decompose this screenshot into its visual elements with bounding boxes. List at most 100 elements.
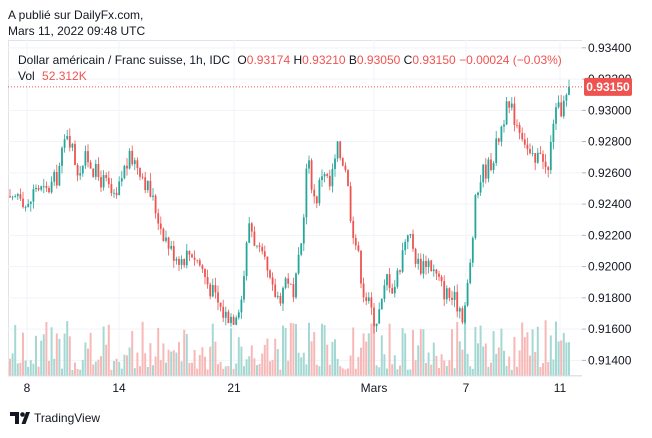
volume-bar — [139, 366, 141, 376]
candle-body — [547, 167, 550, 171]
volume-bar — [349, 355, 352, 376]
volume-bar — [526, 332, 529, 376]
volume-bar — [32, 363, 35, 376]
volume-bar — [461, 349, 464, 376]
candle-body — [105, 175, 108, 178]
candle-body — [128, 150, 131, 169]
candle-body — [219, 302, 222, 307]
volume-bar — [297, 352, 300, 376]
volume-bar — [292, 323, 295, 376]
candle-body — [146, 180, 149, 191]
candle-body — [222, 306, 225, 318]
candle-body — [258, 245, 261, 247]
candle-body — [448, 288, 451, 298]
candle-body — [269, 270, 271, 278]
candle-body — [393, 286, 396, 294]
tradingview-logo[interactable]: TradingView — [10, 411, 100, 425]
high-value: 0.93210 — [302, 53, 346, 67]
volume-bar — [206, 369, 209, 376]
volume-bar — [539, 367, 542, 376]
candle-body — [417, 258, 420, 264]
volume-bar — [414, 360, 417, 376]
candle-body — [100, 177, 102, 188]
candle-body — [29, 201, 32, 204]
candle-body — [118, 181, 121, 196]
volume-bar — [144, 353, 147, 376]
volume-bar — [53, 358, 56, 376]
candle-body — [474, 195, 477, 238]
candle-body — [263, 251, 266, 257]
volume-bar — [404, 333, 407, 376]
volume-bar — [474, 326, 477, 376]
volume-bar — [328, 364, 331, 376]
candle-body — [479, 182, 482, 193]
candle-body — [378, 309, 381, 324]
volume-bar — [183, 329, 186, 376]
volume-bar — [339, 366, 342, 376]
candle-body — [276, 295, 279, 297]
volume-bar — [448, 360, 451, 376]
volume-bar — [435, 355, 438, 376]
candle-body — [302, 217, 305, 244]
candle-body — [120, 178, 123, 182]
volume-bar — [198, 354, 201, 376]
volume-bar — [315, 364, 318, 376]
candle-body — [230, 316, 232, 324]
volume-bar — [40, 340, 43, 376]
volume-bar — [136, 352, 139, 376]
candle-body — [492, 163, 495, 171]
candle-body — [529, 148, 531, 154]
volume-bar — [490, 362, 492, 376]
candle-body — [193, 257, 196, 260]
candle-body — [235, 317, 238, 325]
volume-bar — [282, 325, 284, 376]
volume-bar — [326, 344, 329, 376]
low-key: B — [348, 53, 357, 67]
candle-body — [414, 248, 417, 264]
volume-bar — [362, 333, 365, 376]
candle-body — [362, 283, 365, 298]
volume-bar — [141, 321, 144, 376]
volume-bar — [477, 343, 479, 376]
candle-body — [552, 123, 555, 143]
candle-body — [68, 136, 71, 148]
volume-bar — [302, 352, 305, 376]
volume-bar — [365, 341, 368, 376]
volume-bar — [432, 342, 435, 376]
volume-bar — [250, 345, 253, 376]
volume-bar — [232, 368, 235, 376]
candle-body — [497, 138, 500, 142]
candle-body — [461, 308, 464, 323]
candle-body — [211, 285, 214, 297]
candle-body — [352, 220, 355, 238]
volume-bar — [565, 342, 568, 376]
volume-bar — [55, 333, 58, 376]
volume-bar — [430, 364, 433, 376]
volume-bar — [110, 369, 113, 376]
volume-bar — [438, 368, 440, 376]
candle-body — [256, 245, 258, 247]
candle-body — [287, 278, 290, 284]
volume-bar — [367, 333, 370, 376]
candle-body — [32, 189, 35, 202]
volume-bar — [284, 327, 287, 376]
volume-bar — [409, 369, 412, 376]
volume-bar — [29, 360, 32, 376]
candle-body — [175, 258, 178, 261]
volume-bar — [419, 329, 422, 376]
x-tick-label: Mars — [361, 381, 388, 395]
volume-bar — [557, 341, 560, 376]
volume-bar — [508, 356, 511, 376]
volume-bar — [74, 362, 76, 376]
candle-body — [107, 177, 110, 185]
volume-bar — [115, 358, 118, 376]
y-tick-label: 0.91800 — [588, 291, 632, 305]
candle-body — [344, 165, 347, 171]
volume-bar — [118, 361, 121, 376]
volume-bar — [84, 342, 87, 376]
candle-body — [274, 284, 277, 297]
volume-bar — [58, 338, 61, 376]
candle-body — [404, 241, 407, 251]
y-tick-label: 0.92000 — [588, 260, 632, 274]
